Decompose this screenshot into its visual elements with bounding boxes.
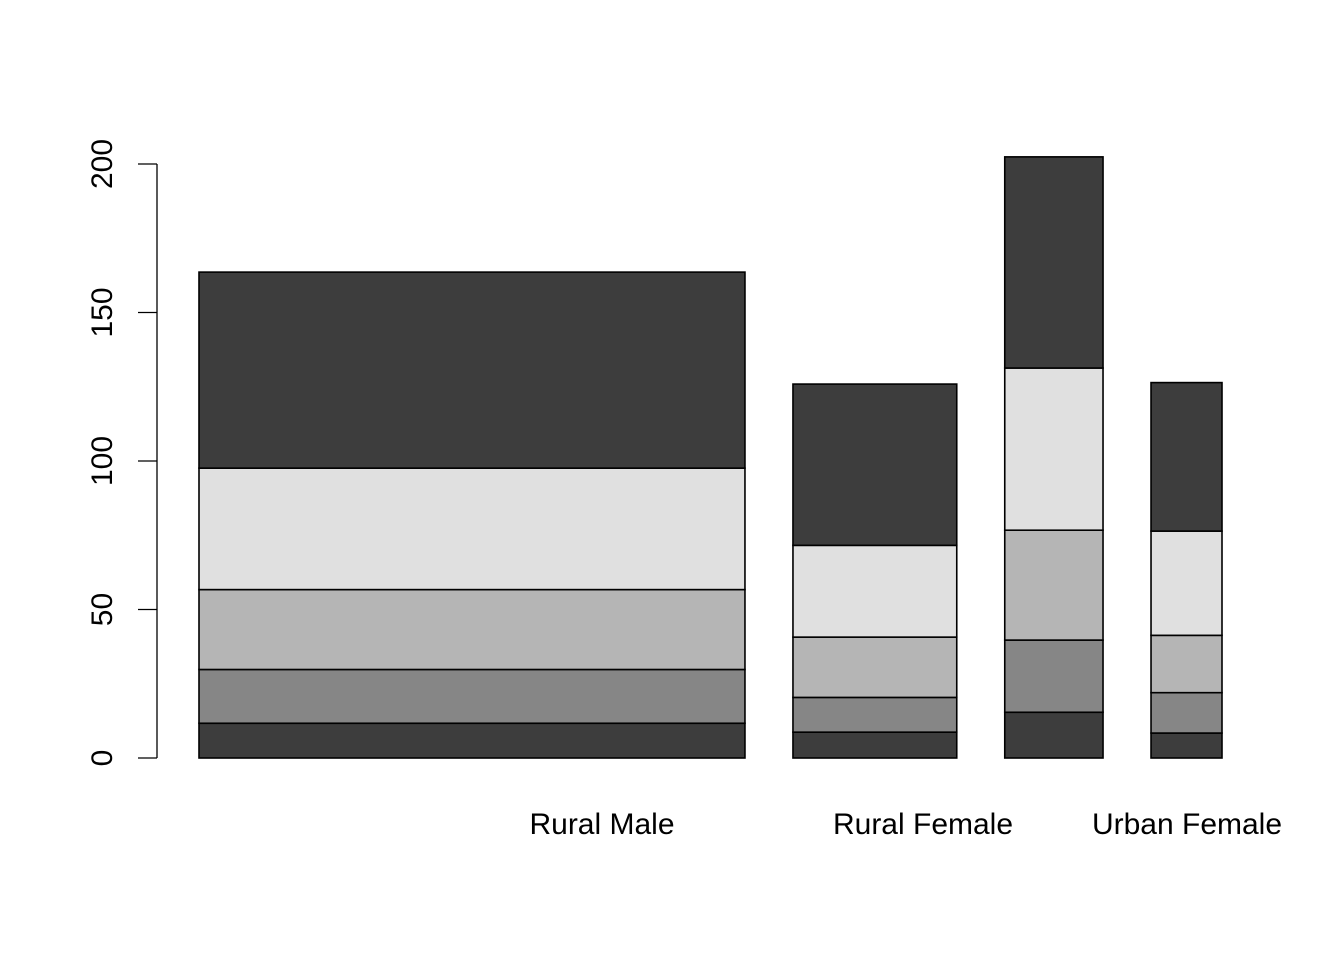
bar-segment (198, 722, 746, 759)
bar-segment (1003, 639, 1104, 714)
bar-stack (792, 383, 958, 759)
bar-segment (198, 668, 746, 725)
x-category-label: Rural Female (833, 808, 1013, 841)
category-labels: Rural Male Rural Female Urban Female (529, 808, 1282, 841)
bar-segment (198, 467, 746, 591)
bar-segment (1003, 367, 1104, 532)
bar-segment (792, 696, 958, 733)
bar-segment (792, 636, 958, 699)
bar-segment (792, 731, 958, 759)
bar-segment (792, 383, 958, 547)
y-tick-label: 200 (86, 139, 119, 189)
bar-segment (198, 271, 746, 469)
bar-segment (1003, 529, 1104, 641)
bar-segment (1003, 711, 1104, 759)
bars-layer (198, 156, 1223, 759)
y-tick-label: 50 (86, 593, 119, 626)
y-tick-label: 150 (86, 287, 119, 337)
bar-segment (198, 588, 746, 671)
bar-stack (1150, 381, 1223, 759)
bar-stack (198, 271, 746, 759)
bar-segment (1150, 732, 1223, 759)
bar-segment (1150, 381, 1223, 532)
x-category-label: Rural Male (529, 808, 674, 841)
y-tick-label: 0 (86, 750, 119, 767)
bar-segment (792, 544, 958, 638)
y-tick-label: 100 (86, 436, 119, 486)
bar-segment (1150, 634, 1223, 694)
y-axis: 0 50 100 150 200 (86, 139, 158, 767)
x-category-label: Urban Female (1092, 808, 1282, 841)
bar-stack (1003, 156, 1104, 759)
bar-segment (1150, 530, 1223, 637)
bar-segment (1003, 156, 1104, 369)
bar-segment (1150, 691, 1223, 734)
